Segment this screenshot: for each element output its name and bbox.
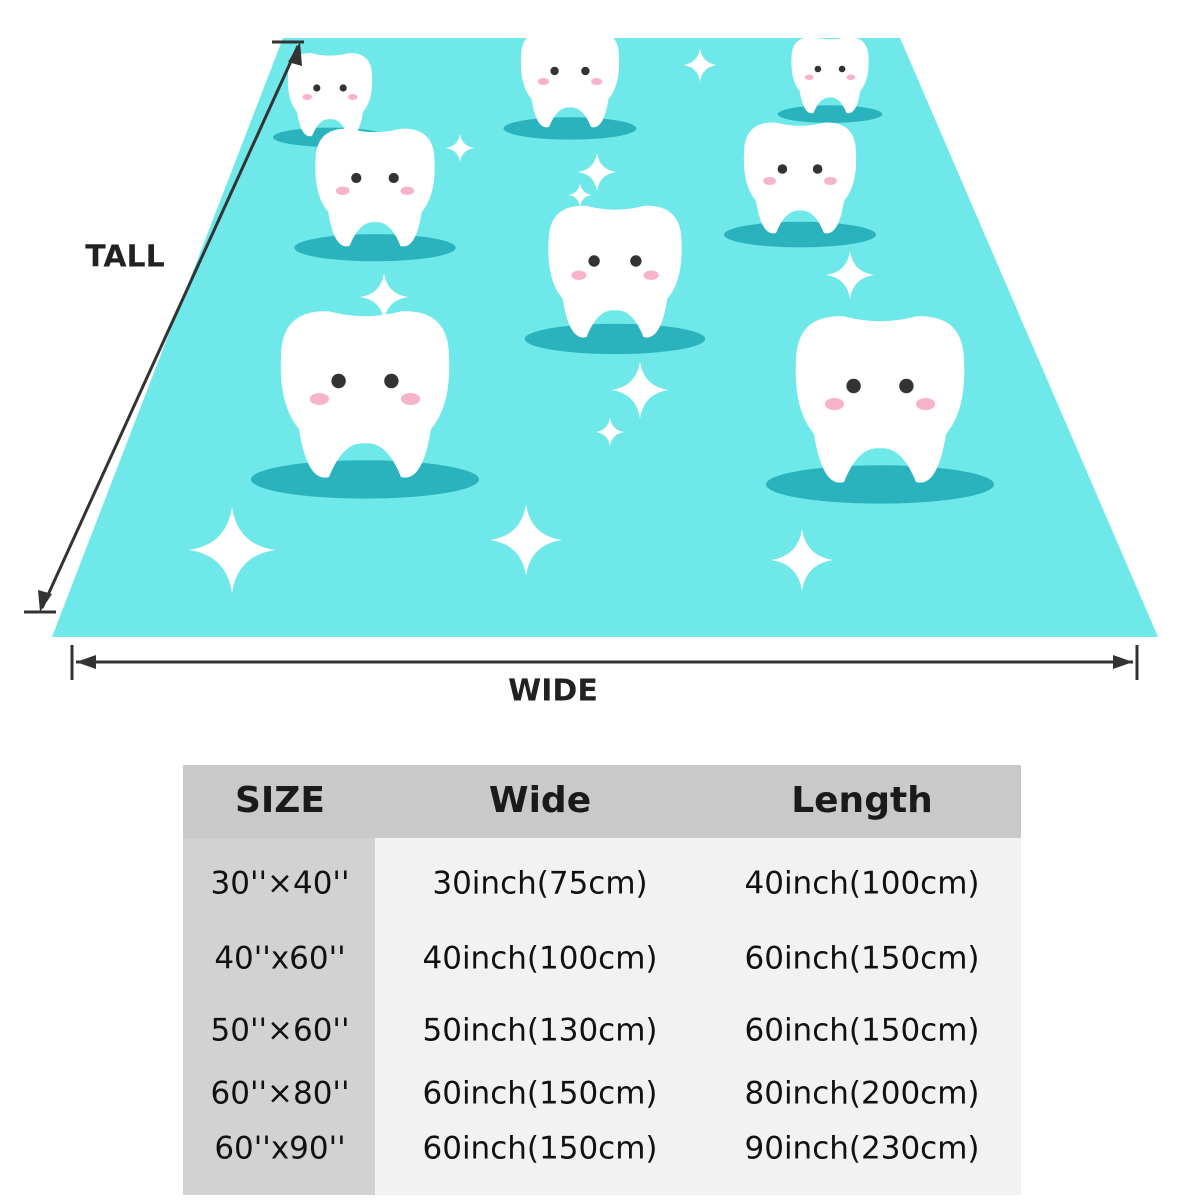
table-header-cell: Length [791, 780, 933, 821]
table-header-cell: Wide [489, 780, 591, 821]
dimension-cell: 60inch(150cm) [423, 1076, 658, 1112]
wide-arrow [70, 645, 1139, 680]
dimension-cell: 30inch(75cm) [432, 866, 647, 902]
table-size-column-bg [183, 838, 375, 1195]
size-table: SIZE Wide Length 30''×40'' 30inch(75cm) 40inc… [183, 765, 1021, 1195]
table-header-bg [183, 765, 1021, 838]
tall-arrow [24, 40, 304, 614]
size-cell: 60''x90'' [214, 1131, 345, 1167]
tall-label: TALL [85, 240, 165, 275]
size-cell: 40''x60'' [214, 941, 345, 977]
dimension-cell: 90inch(230cm) [745, 1131, 980, 1167]
dimension-cell: 80inch(200cm) [745, 1076, 980, 1112]
dimension-cell: 50inch(130cm) [423, 1013, 658, 1049]
size-cell: 30''×40'' [211, 866, 350, 902]
dimension-cell: 60inch(150cm) [745, 941, 980, 977]
size-cell: 50''×60'' [211, 1013, 350, 1049]
wide-label: WIDE [508, 674, 598, 709]
blanket [52, 30, 1158, 637]
dimension-cell: 40inch(100cm) [423, 941, 658, 977]
dimension-cell: 60inch(150cm) [745, 1013, 980, 1049]
table-header-cell: SIZE [235, 780, 325, 821]
dimension-cell: 40inch(100cm) [745, 866, 980, 902]
dimension-cell: 60inch(150cm) [423, 1131, 658, 1167]
size-cell: 60''×80'' [211, 1076, 350, 1112]
